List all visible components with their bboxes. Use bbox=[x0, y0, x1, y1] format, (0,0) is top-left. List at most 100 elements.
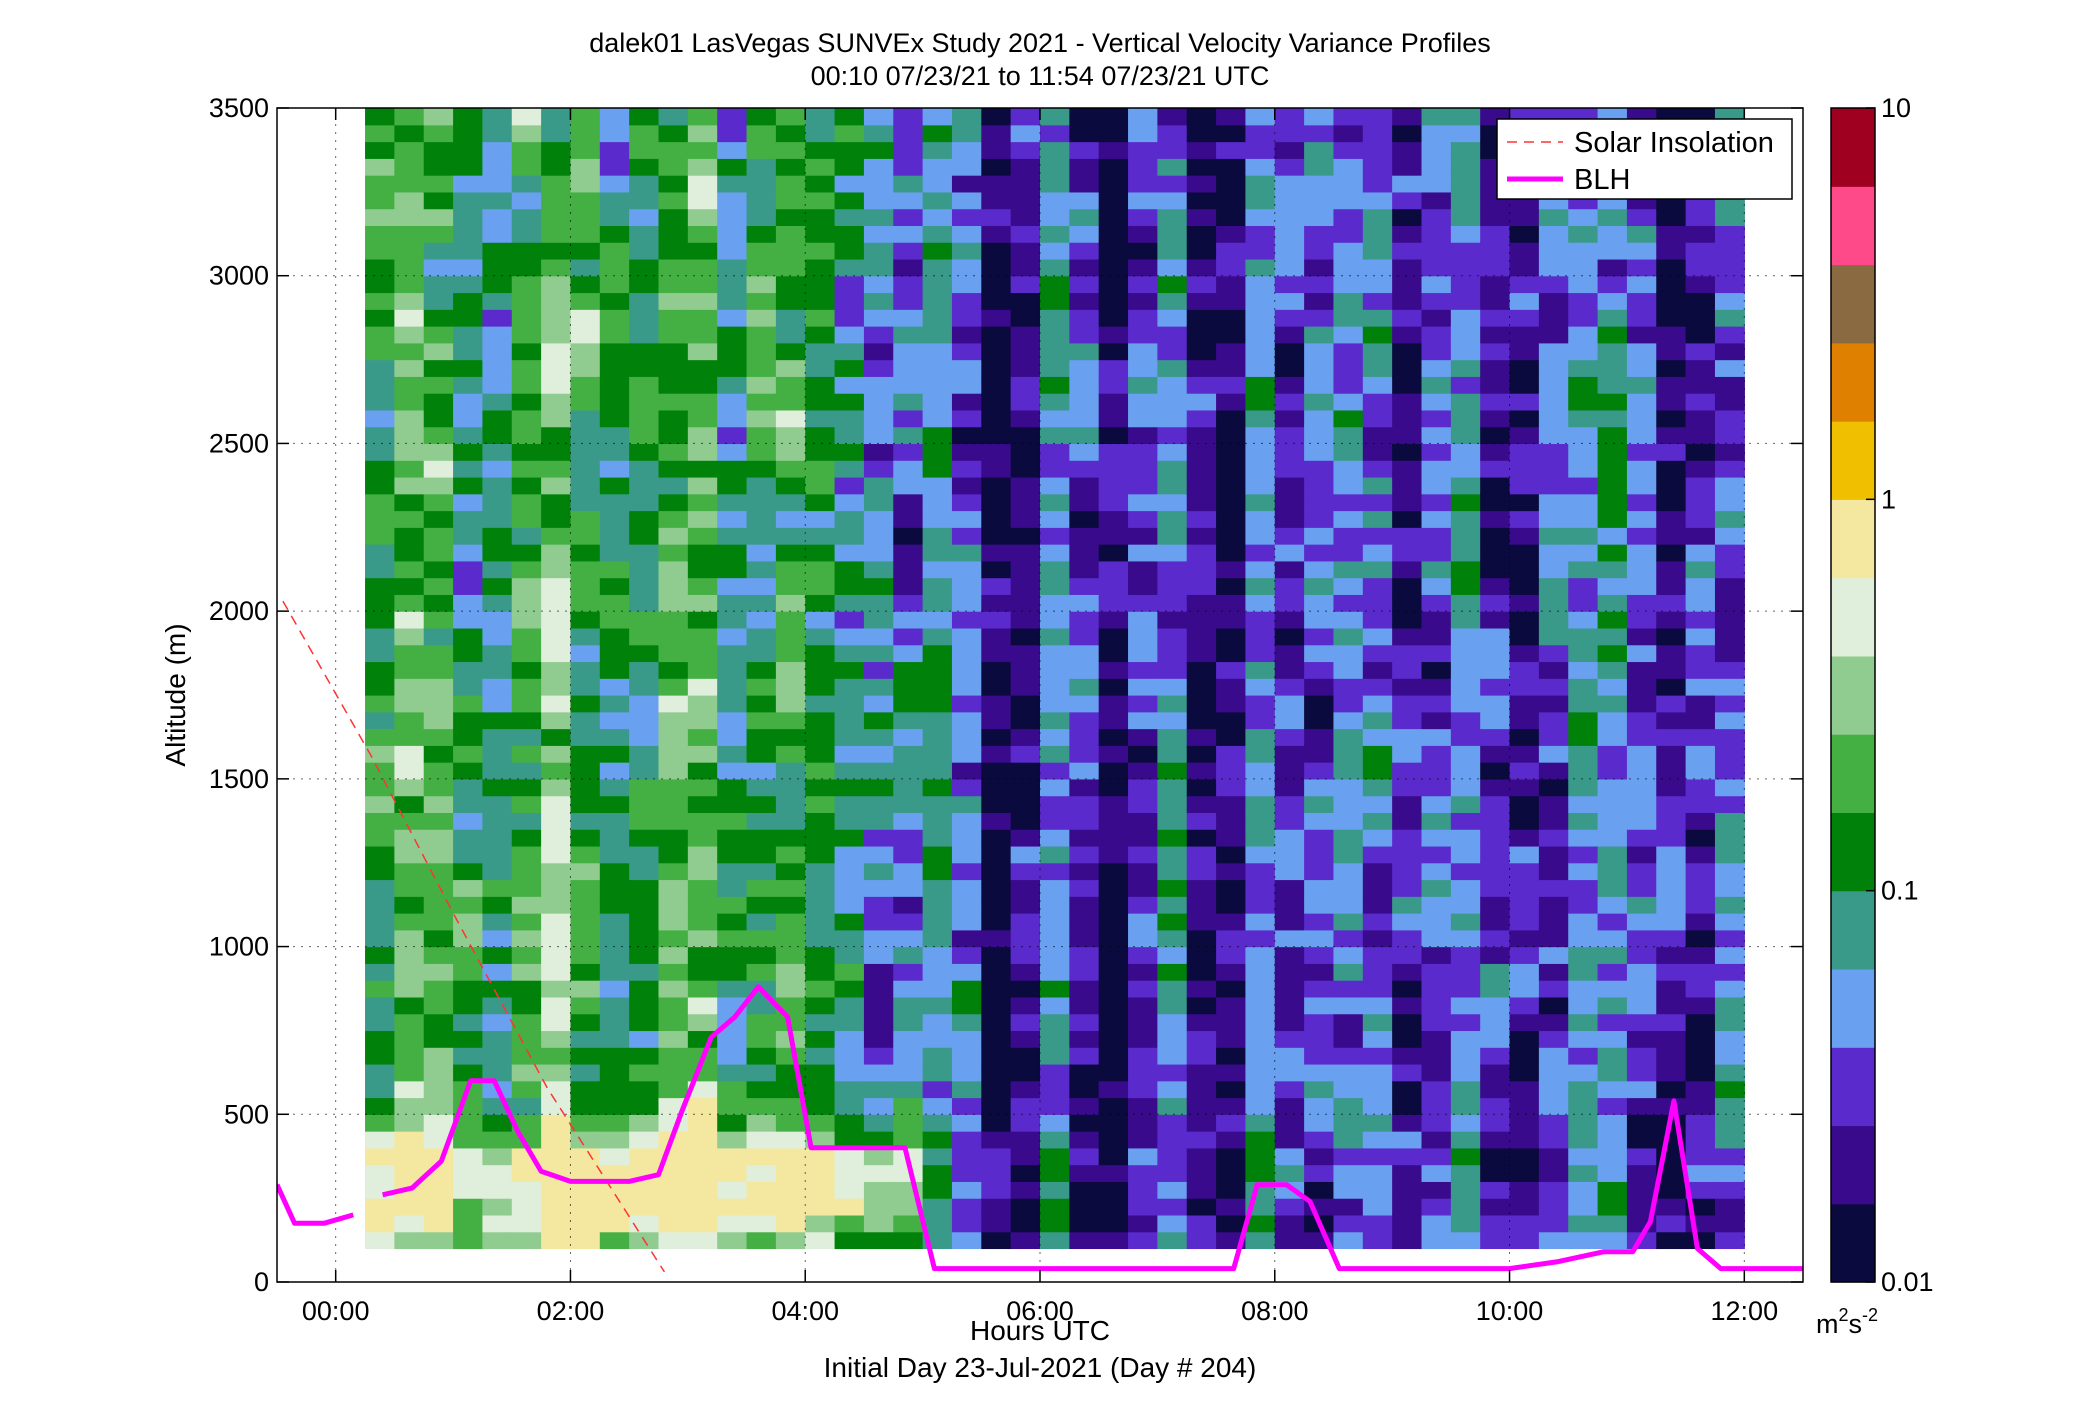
heatmap-cell bbox=[922, 1181, 953, 1199]
heatmap-cell bbox=[1245, 929, 1276, 948]
heatmap-cell bbox=[746, 409, 777, 428]
heatmap-cell bbox=[365, 544, 395, 562]
heatmap-cell bbox=[1656, 1214, 1687, 1233]
heatmap-cell bbox=[863, 963, 894, 981]
heatmap-cell bbox=[1685, 1063, 1716, 1082]
colorbar-band bbox=[1831, 1211, 1875, 1220]
heatmap-cell bbox=[1597, 1198, 1628, 1216]
heatmap-cell bbox=[951, 1231, 982, 1250]
heatmap-cell bbox=[1450, 191, 1481, 210]
y-tick-label: 3000 bbox=[209, 261, 269, 291]
heatmap-cell bbox=[951, 644, 982, 663]
heatmap-cell bbox=[746, 795, 777, 813]
heatmap-cell bbox=[746, 594, 777, 612]
heatmap-cell bbox=[1069, 225, 1100, 243]
heatmap-cell bbox=[453, 426, 484, 445]
heatmap-cell bbox=[394, 1063, 425, 1082]
heatmap-cell bbox=[1597, 1030, 1628, 1048]
heatmap-cell bbox=[1186, 695, 1217, 713]
heatmap-cell bbox=[1186, 1047, 1217, 1065]
heatmap-cell bbox=[687, 359, 718, 377]
heatmap-cell bbox=[629, 728, 660, 746]
heatmap-cell bbox=[1714, 1080, 1745, 1099]
heatmap-cell bbox=[1421, 1047, 1452, 1065]
heatmap-cell bbox=[1216, 929, 1247, 948]
heatmap-cell bbox=[365, 812, 395, 830]
heatmap-cell bbox=[1010, 1030, 1041, 1048]
heatmap-cell bbox=[746, 476, 777, 495]
heatmap-cell bbox=[1274, 1164, 1305, 1182]
heatmap-cell bbox=[541, 443, 572, 461]
heatmap-cell bbox=[1245, 208, 1276, 226]
heatmap-cell bbox=[893, 309, 924, 327]
heatmap-cell bbox=[1274, 275, 1305, 294]
colorbar-band bbox=[1831, 295, 1875, 305]
heatmap-cell bbox=[893, 644, 924, 663]
heatmap-cell bbox=[599, 309, 630, 327]
heatmap-cell bbox=[394, 275, 425, 294]
heatmap-cell bbox=[1421, 611, 1452, 629]
heatmap-cell bbox=[482, 845, 513, 864]
heatmap-cell bbox=[1362, 745, 1393, 763]
heatmap-cell bbox=[1157, 242, 1188, 260]
heatmap-cell bbox=[1509, 795, 1540, 813]
heatmap-cell bbox=[1069, 678, 1100, 696]
heatmap-cell bbox=[1362, 1147, 1393, 1166]
heatmap-cell bbox=[423, 242, 454, 260]
heatmap-cell bbox=[1128, 1030, 1158, 1048]
heatmap-cell bbox=[365, 728, 395, 746]
heatmap-cell bbox=[1304, 829, 1335, 847]
heatmap-cell bbox=[1685, 292, 1716, 310]
heatmap-cell bbox=[482, 175, 513, 193]
heatmap-cell bbox=[922, 896, 953, 914]
heatmap-cell bbox=[1157, 644, 1188, 663]
heatmap-cell bbox=[805, 560, 836, 579]
heatmap-cell bbox=[1626, 913, 1657, 931]
heatmap-cell bbox=[1186, 1214, 1217, 1233]
heatmap-cell bbox=[1186, 644, 1217, 663]
heatmap-cell bbox=[1186, 577, 1217, 595]
heatmap-cell bbox=[394, 426, 425, 445]
heatmap-cell bbox=[1421, 292, 1452, 310]
heatmap-cell bbox=[1626, 309, 1657, 327]
heatmap-cell bbox=[453, 258, 484, 277]
heatmap-cell bbox=[1392, 1030, 1423, 1048]
heatmap-cell bbox=[1157, 1231, 1188, 1250]
heatmap-cell bbox=[1480, 1063, 1511, 1082]
heatmap-cell bbox=[394, 141, 425, 159]
heatmap-cell bbox=[1186, 762, 1217, 780]
heatmap-cell bbox=[1714, 963, 1745, 981]
heatmap-cell bbox=[1714, 980, 1745, 998]
y-axis-label: Altitude (m) bbox=[160, 623, 191, 766]
heatmap-cell bbox=[1010, 1231, 1041, 1250]
heatmap-cell bbox=[1274, 963, 1305, 981]
heatmap-cell bbox=[1098, 208, 1129, 226]
heatmap-cell bbox=[1685, 544, 1716, 562]
heatmap-cell bbox=[746, 544, 777, 562]
heatmap-cell bbox=[1480, 611, 1511, 629]
heatmap-cell bbox=[482, 476, 513, 495]
heatmap-cell bbox=[1421, 1214, 1452, 1233]
heatmap-cell bbox=[1010, 476, 1041, 495]
heatmap-cell bbox=[1421, 1097, 1452, 1115]
heatmap-cell bbox=[1157, 1080, 1188, 1099]
heatmap-cell bbox=[717, 711, 748, 730]
heatmap-cell bbox=[1069, 1030, 1100, 1048]
heatmap-cell bbox=[834, 778, 865, 797]
heatmap-cell bbox=[1304, 879, 1335, 897]
heatmap-cell bbox=[1362, 627, 1393, 646]
heatmap-cell bbox=[423, 460, 454, 478]
heatmap-cell bbox=[775, 1231, 806, 1250]
heatmap-cell bbox=[1274, 896, 1305, 914]
heatmap-cell bbox=[717, 141, 748, 159]
heatmap-cell bbox=[599, 1231, 630, 1250]
heatmap-cell bbox=[775, 158, 806, 176]
heatmap-cell bbox=[1216, 108, 1247, 126]
heatmap-cell bbox=[658, 527, 689, 545]
heatmap-cell bbox=[658, 829, 689, 847]
heatmap-cell bbox=[365, 946, 395, 964]
heatmap-cell bbox=[1392, 309, 1423, 327]
heatmap-cell bbox=[453, 527, 484, 545]
heatmap-cell bbox=[1098, 611, 1129, 629]
heatmap-cell bbox=[863, 745, 894, 763]
